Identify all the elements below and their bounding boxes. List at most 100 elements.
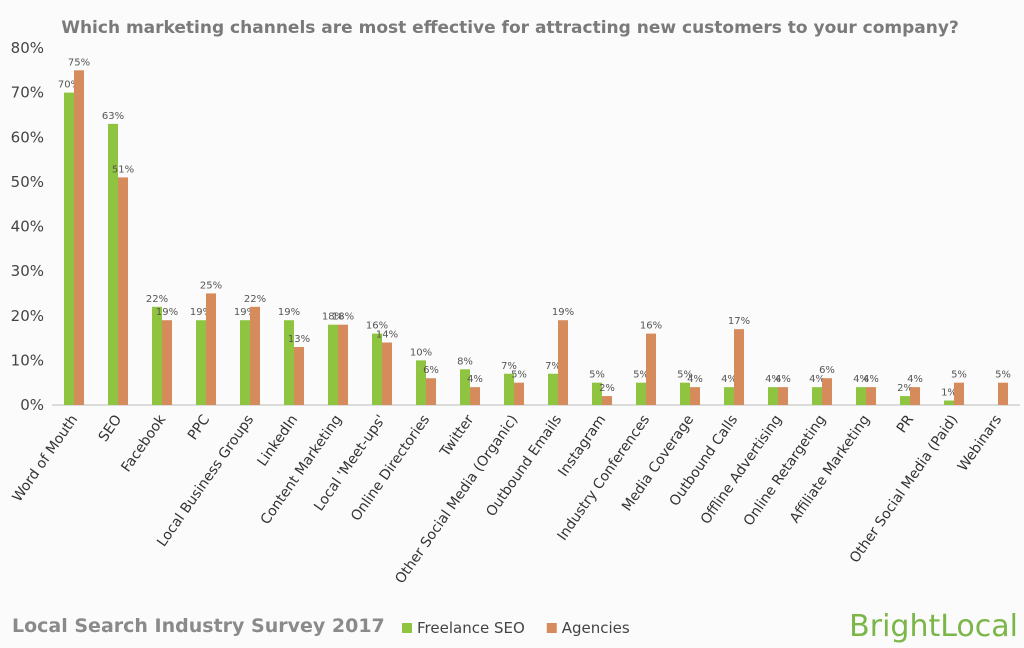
bar bbox=[602, 396, 612, 405]
value-label: 8% bbox=[457, 356, 473, 367]
value-label: 4% bbox=[863, 374, 879, 385]
value-label: 4% bbox=[765, 374, 781, 385]
value-label: 5% bbox=[995, 370, 1011, 381]
x-tick-label: Offline Advertising bbox=[698, 412, 785, 527]
bar bbox=[152, 306, 162, 405]
value-label: 19% bbox=[552, 307, 574, 318]
x-tick-label: SEO bbox=[96, 412, 126, 445]
value-label: 2% bbox=[599, 383, 615, 394]
value-label: 4% bbox=[907, 374, 923, 385]
value-label: 6% bbox=[819, 365, 835, 376]
y-tick-label: 30% bbox=[11, 262, 44, 280]
value-label: 7% bbox=[545, 361, 561, 372]
value-label: 19% bbox=[190, 307, 212, 318]
x-tick-label: Online Retargeting bbox=[741, 412, 830, 529]
bar bbox=[514, 382, 524, 405]
bar bbox=[460, 369, 470, 405]
legend-label: Agencies bbox=[562, 619, 630, 637]
value-label: 25% bbox=[200, 280, 222, 291]
value-label: 5% bbox=[589, 370, 605, 381]
bar bbox=[900, 396, 910, 405]
value-label: 4% bbox=[721, 374, 737, 385]
chart-title: Which marketing channels are most effect… bbox=[61, 18, 959, 38]
bar bbox=[426, 378, 436, 405]
x-tick-label: Twitter bbox=[437, 412, 478, 461]
value-label: 70% bbox=[58, 80, 80, 91]
logo: BrightLocal bbox=[849, 609, 1018, 644]
bar bbox=[866, 387, 876, 405]
y-tick-label: 50% bbox=[11, 173, 44, 191]
bar bbox=[646, 333, 656, 405]
value-label: 51% bbox=[112, 164, 134, 175]
bar bbox=[504, 373, 514, 405]
x-tick-label: Outbound Emails bbox=[483, 412, 565, 520]
value-label: 6% bbox=[423, 365, 439, 376]
bar bbox=[812, 387, 822, 405]
bar bbox=[636, 382, 646, 405]
bar bbox=[64, 92, 74, 405]
bar bbox=[768, 387, 778, 405]
value-label: 75% bbox=[68, 57, 90, 68]
y-tick-label: 0% bbox=[20, 396, 44, 414]
value-label: 4% bbox=[467, 374, 483, 385]
legend-swatch bbox=[546, 623, 557, 633]
bar bbox=[250, 306, 260, 405]
bar bbox=[328, 324, 338, 405]
bar bbox=[548, 373, 558, 405]
x-tick-label: Word of Mouth bbox=[10, 412, 82, 505]
value-label: 16% bbox=[640, 321, 662, 332]
value-label: 18% bbox=[322, 312, 344, 323]
value-label: 18% bbox=[332, 312, 354, 323]
bar bbox=[240, 320, 250, 405]
value-label: 16% bbox=[366, 321, 388, 332]
x-tick-label: Content Marketing bbox=[258, 412, 346, 528]
y-tick-label: 20% bbox=[11, 307, 44, 325]
bar bbox=[416, 360, 426, 405]
value-label: 14% bbox=[376, 330, 398, 341]
bar bbox=[338, 324, 348, 405]
x-tick-label: PPC bbox=[185, 412, 214, 443]
value-label: 22% bbox=[244, 294, 266, 305]
value-label: 4% bbox=[809, 374, 825, 385]
legend-label: Freelance SEO bbox=[417, 619, 525, 637]
y-tick-label: 10% bbox=[11, 351, 44, 369]
value-label: 13% bbox=[288, 334, 310, 345]
value-label: 5% bbox=[633, 370, 649, 381]
value-label: 17% bbox=[728, 316, 750, 327]
x-tick-label: LinkedIn bbox=[255, 412, 302, 469]
y-tick-label: 70% bbox=[11, 84, 44, 102]
bar bbox=[74, 70, 84, 405]
bar bbox=[284, 320, 294, 405]
bar bbox=[206, 293, 216, 405]
x-tick-label: Local Business Groups bbox=[154, 412, 257, 550]
bar bbox=[558, 320, 568, 405]
bar bbox=[856, 387, 866, 405]
x-tick-label: Facebook bbox=[118, 411, 169, 475]
x-tick-label: PR bbox=[894, 412, 918, 436]
bar bbox=[372, 333, 382, 405]
bar bbox=[196, 320, 206, 405]
bar bbox=[910, 387, 920, 405]
bar bbox=[690, 387, 700, 405]
value-label: 4% bbox=[687, 374, 703, 385]
value-label: 4% bbox=[775, 374, 791, 385]
bar bbox=[822, 378, 832, 405]
y-tick-label: 40% bbox=[11, 218, 44, 236]
value-label: 19% bbox=[234, 307, 256, 318]
bar bbox=[944, 400, 954, 405]
value-label: 19% bbox=[156, 307, 178, 318]
value-label: 19% bbox=[278, 307, 300, 318]
bar bbox=[954, 382, 964, 405]
value-label: 10% bbox=[410, 347, 432, 358]
y-tick-label: 60% bbox=[11, 128, 44, 146]
bar bbox=[680, 382, 690, 405]
value-label: 5% bbox=[951, 370, 967, 381]
bar bbox=[108, 123, 118, 406]
bar bbox=[998, 382, 1008, 405]
footer: Local Search Industry Survey 2017 bbox=[12, 615, 385, 637]
value-label: 7% bbox=[501, 361, 517, 372]
value-label: 2% bbox=[897, 383, 913, 394]
value-label: 5% bbox=[511, 370, 527, 381]
bar bbox=[724, 387, 734, 405]
